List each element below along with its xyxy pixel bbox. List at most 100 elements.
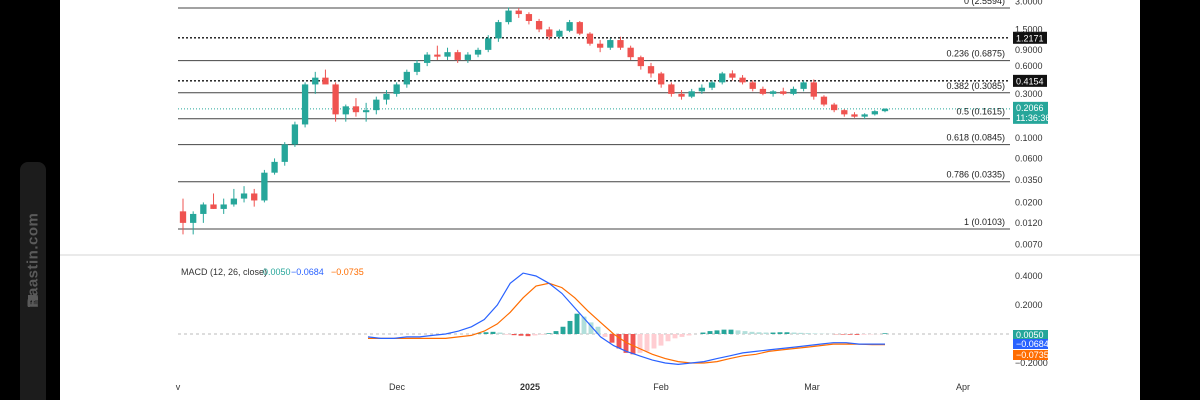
macd-histogram-bar bbox=[721, 329, 727, 334]
macd-histogram-bar bbox=[763, 332, 769, 334]
macd-histogram-bar bbox=[686, 334, 692, 336]
dotted-level-badge-text-1: 0.4154 bbox=[1016, 76, 1044, 86]
macd-histogram-bar bbox=[714, 330, 720, 334]
candle-body bbox=[332, 84, 339, 115]
macd-histogram-bar bbox=[707, 331, 713, 334]
candle-body bbox=[851, 114, 858, 117]
candle-body bbox=[566, 22, 573, 31]
candle-body bbox=[576, 22, 583, 34]
x-tick-label-5: Apr bbox=[956, 382, 970, 392]
macd-histogram-bar bbox=[560, 326, 566, 334]
price-axis-label-10: 0.0070 bbox=[1015, 239, 1043, 249]
price-chart[interactable]: 0 (2.5594) 0.236 (0.6875) 0.382 (0.3085) 0.… bbox=[60, 0, 1140, 400]
candle-body bbox=[637, 57, 644, 67]
candle-body bbox=[240, 193, 248, 199]
chart-panel[interactable]: 0 (2.5594) 0.236 (0.6875) 0.382 (0.3085) 0.… bbox=[60, 0, 1140, 400]
macd-histogram-bar bbox=[791, 332, 797, 334]
candle-body bbox=[434, 54, 441, 57]
macd-histogram-bar bbox=[812, 333, 818, 334]
macd-badge-text-2: −0.0735 bbox=[1016, 350, 1049, 360]
macd-histogram-bar bbox=[798, 332, 804, 334]
candle-body bbox=[596, 43, 604, 48]
candle-body bbox=[617, 40, 624, 48]
macd-badge-2 bbox=[1013, 350, 1048, 360]
candle-body bbox=[230, 198, 238, 205]
candle-body bbox=[362, 110, 370, 113]
candle-body bbox=[780, 91, 787, 94]
macd-histogram-bar bbox=[728, 329, 734, 334]
candle-body bbox=[220, 204, 227, 209]
macd-histogram-bar bbox=[665, 334, 671, 342]
fib-label-4: 0.618 (0.0845) bbox=[946, 133, 1005, 143]
macd-legend-value-1: −0.0684 bbox=[291, 267, 324, 277]
candle-body bbox=[190, 213, 197, 223]
dotted-level-badge-1 bbox=[1013, 74, 1047, 87]
candle-body bbox=[739, 77, 746, 83]
candle-body bbox=[586, 33, 594, 44]
fib-label-5: 0.786 (0.0335) bbox=[946, 170, 1005, 180]
macd-histogram-bar bbox=[616, 334, 622, 349]
candle-body bbox=[871, 111, 878, 115]
current-price-value: 0.2066 bbox=[1016, 103, 1044, 113]
candle-body bbox=[301, 84, 309, 125]
macd-histogram-bar bbox=[784, 332, 790, 334]
macd-badge-text-1: −0.0684 bbox=[1016, 339, 1049, 349]
candle-body bbox=[342, 106, 349, 115]
macd-axis-label-1: 0.2000 bbox=[1015, 300, 1043, 310]
candle-body bbox=[688, 91, 695, 97]
candle-body bbox=[678, 93, 685, 97]
dotted-level-badge-text-0: 1.2171 bbox=[1016, 33, 1044, 43]
fib-label-6: 1 (0.0103) bbox=[964, 217, 1005, 227]
price-axis-label-5: 0.1000 bbox=[1015, 133, 1043, 143]
candle-body bbox=[485, 38, 492, 50]
macd-histogram-bar bbox=[700, 332, 706, 334]
macd-histogram-bar bbox=[658, 334, 664, 346]
candle-body bbox=[668, 84, 675, 94]
macd-badge-1 bbox=[1013, 339, 1048, 349]
price-axis-label-0: 3.0000 bbox=[1015, 0, 1043, 7]
macd-histogram-bar bbox=[840, 334, 846, 335]
candle-body bbox=[261, 172, 268, 201]
candle-body bbox=[210, 204, 217, 209]
macd-histogram-bar bbox=[609, 334, 615, 343]
candle-body bbox=[861, 114, 868, 117]
macd-histogram-bar bbox=[490, 331, 496, 334]
macd-histogram-bar bbox=[651, 334, 657, 349]
price-axis-label-1: 1.5000 bbox=[1015, 24, 1043, 34]
macd-histogram-bar bbox=[756, 332, 762, 334]
fib-label-2: 0.382 (0.3085) bbox=[946, 81, 1005, 91]
candle-body bbox=[800, 82, 807, 89]
candle-body bbox=[627, 47, 634, 58]
candle-body bbox=[505, 10, 512, 23]
macd-histogram-bar bbox=[546, 333, 552, 334]
macd-histogram-bar bbox=[595, 326, 601, 334]
price-axis-label-3: 0.6000 bbox=[1015, 61, 1043, 71]
macd-histogram-bar bbox=[742, 331, 748, 334]
candle-body bbox=[200, 204, 207, 214]
right-margin bbox=[1140, 0, 1200, 400]
macd-badge-text-0: 0.0050 bbox=[1016, 330, 1044, 340]
candle-body bbox=[322, 77, 329, 85]
candle-body bbox=[383, 93, 390, 100]
macd-axis-label-0: 0.4000 bbox=[1015, 271, 1043, 281]
current-price-badge bbox=[1013, 101, 1048, 124]
macd-histogram-bar bbox=[749, 331, 755, 334]
candle-body bbox=[424, 54, 431, 63]
macd-histogram-bar bbox=[644, 334, 650, 352]
macd-histogram-bar bbox=[476, 333, 482, 334]
macd-histogram-bar bbox=[553, 331, 559, 334]
candle-body bbox=[881, 108, 889, 112]
x-tick-label-0: v bbox=[176, 382, 181, 392]
macd-histogram-bar bbox=[882, 333, 888, 334]
macd-histogram-bar bbox=[574, 313, 580, 334]
candle-body bbox=[291, 124, 299, 145]
candle-body bbox=[729, 73, 736, 78]
candle-body bbox=[647, 66, 655, 74]
macd-histogram-bar bbox=[539, 334, 545, 335]
candle-body bbox=[373, 99, 380, 111]
macd-histogram-bar bbox=[847, 334, 853, 335]
candle-body bbox=[352, 106, 360, 113]
fib-label-0: 0 (2.5594) bbox=[964, 0, 1005, 6]
macd-histogram-bar bbox=[497, 332, 503, 334]
macd-histogram-bar bbox=[588, 322, 594, 334]
